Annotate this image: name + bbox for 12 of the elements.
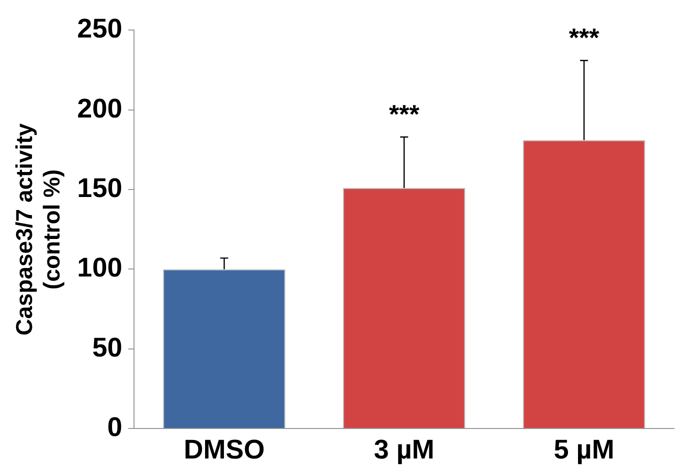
y-tick-label: 150: [77, 173, 122, 204]
annotation: ***: [568, 22, 600, 53]
y-tick-label: 0: [107, 412, 122, 442]
x-tick-label: 3 µM: [374, 434, 434, 464]
annotation: ***: [388, 99, 420, 130]
x-tick-label: 5 µM: [554, 434, 614, 464]
y-tick-label: 100: [77, 252, 122, 283]
y-tick-label: 50: [92, 332, 122, 362]
x-tick-label: DMSO: [184, 434, 265, 464]
y-axis-title: Caspase3/7 activity (control %): [11, 123, 65, 336]
y-tick-label: 200: [77, 93, 122, 124]
y-tick-label: 250: [77, 14, 122, 44]
